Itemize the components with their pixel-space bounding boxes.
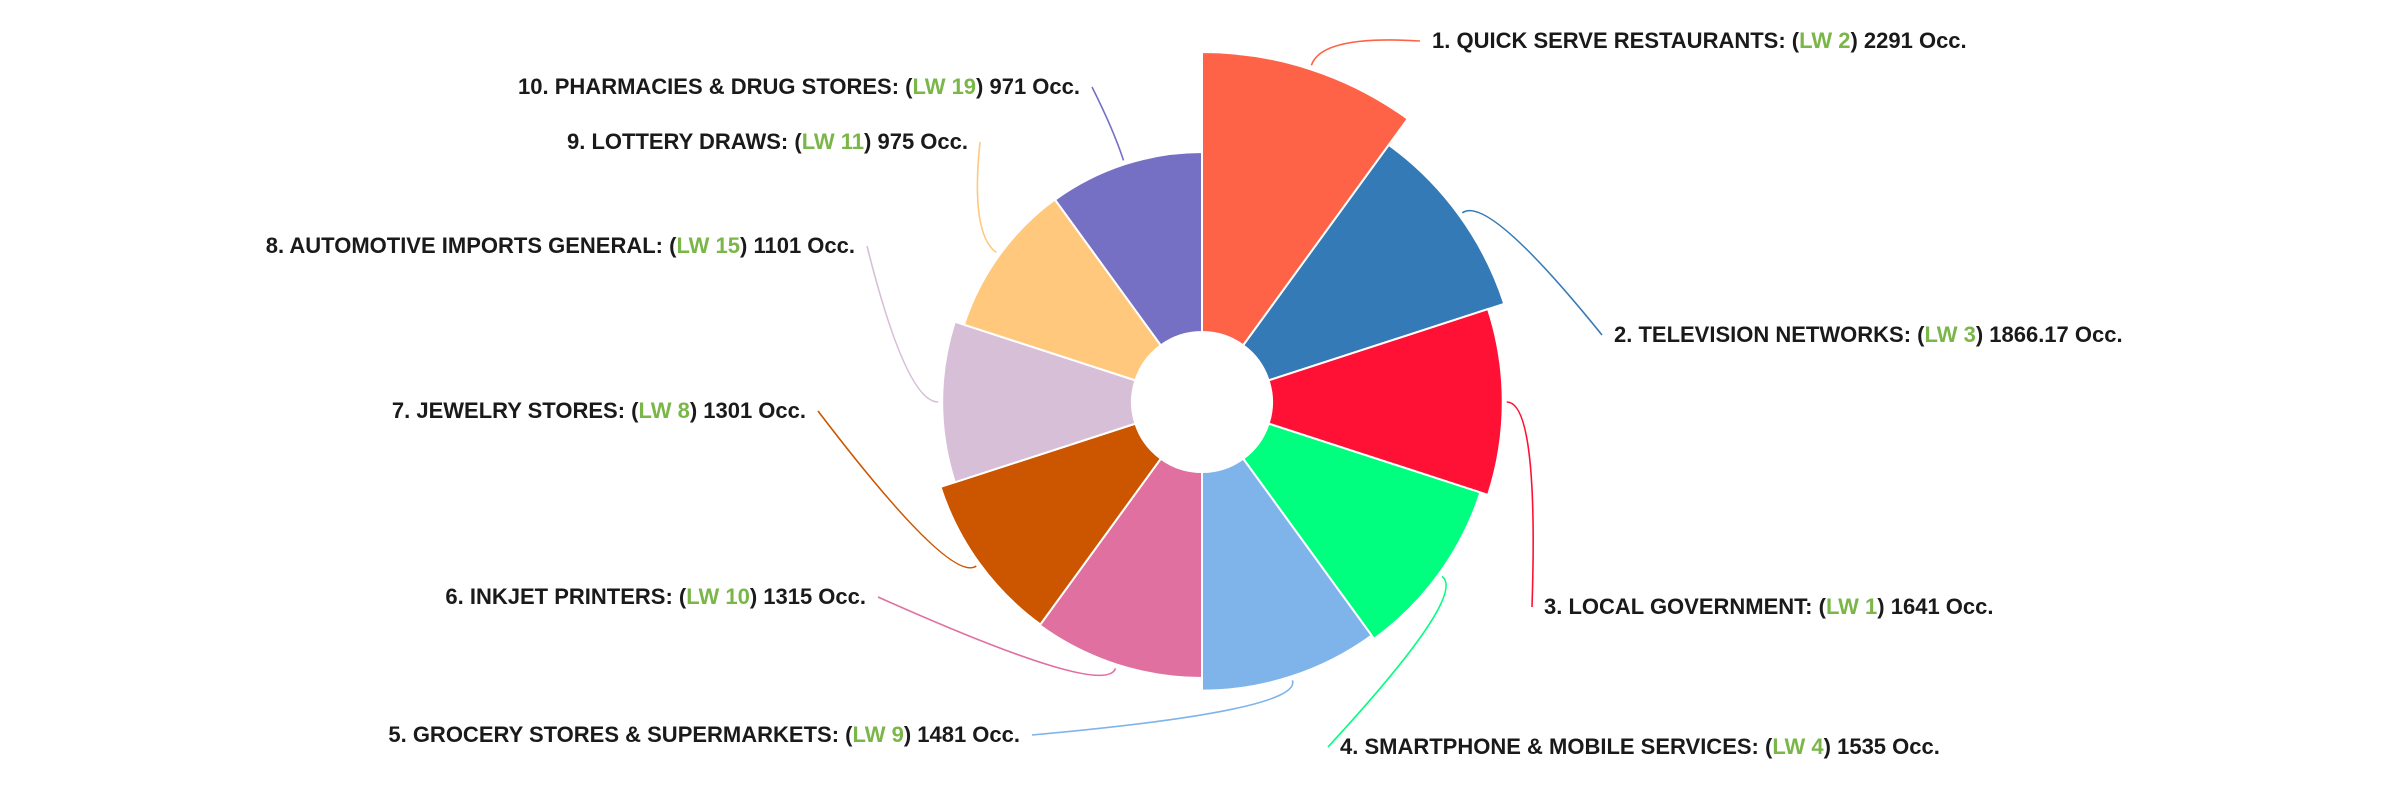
slice-label-2: 2. TELEVISION NETWORKS: (LW 3) 1866.17 O… bbox=[1614, 322, 2123, 347]
pie-slice-5[interactable] bbox=[1201, 457, 1374, 692]
slice-label-lw-rank: LW 19 bbox=[912, 74, 976, 99]
pie-slice-10[interactable] bbox=[1053, 150, 1203, 347]
slice-label-value: ) 1866.17 Occ. bbox=[1976, 322, 2123, 347]
slice-label-6: 6. INKJET PRINTERS: (LW 10) 1315 Occ. bbox=[445, 584, 866, 609]
slice-label-lw-rank: LW 10 bbox=[686, 584, 750, 609]
leader-line-9 bbox=[976, 141, 997, 254]
slice-label-name: 10. PHARMACIES & DRUG STORES: ( bbox=[518, 74, 913, 99]
slice-label-8: 8. AUTOMOTIVE IMPORTS GENERAL: (LW 15) 1… bbox=[266, 233, 855, 258]
slice-label-lw-rank: LW 1 bbox=[1826, 594, 1877, 619]
slice-label-lw-rank: LW 15 bbox=[676, 233, 740, 258]
slice-label-1: 1. QUICK SERVE RESTAURANTS: (LW 2) 2291 … bbox=[1432, 28, 1967, 53]
pie-slice-2[interactable] bbox=[1241, 143, 1506, 382]
slice-label-3: 3. LOCAL GOVERNMENT: (LW 1) 1641 Occ. bbox=[1544, 594, 1993, 619]
slice-label-lw-rank: LW 3 bbox=[1924, 322, 1975, 347]
pie-slice-8[interactable] bbox=[941, 320, 1137, 484]
leader-line-1 bbox=[1310, 39, 1421, 66]
slice-label-lw-rank: LW 2 bbox=[1799, 28, 1850, 53]
slice-label-7: 7. JEWELRY STORES: (LW 8) 1301 Occ. bbox=[392, 398, 806, 423]
slice-label-name: 2. TELEVISION NETWORKS: ( bbox=[1614, 322, 1925, 347]
leader-line-3 bbox=[1506, 401, 1534, 608]
slice-label-value: ) 2291 Occ. bbox=[1850, 28, 1966, 53]
leader-line-10 bbox=[1091, 86, 1125, 161]
slice-label-name: 3. LOCAL GOVERNMENT: ( bbox=[1544, 594, 1827, 619]
slice-label-value: ) 1315 Occ. bbox=[750, 584, 866, 609]
slice-label-lw-rank: LW 8 bbox=[638, 398, 689, 423]
slice-label-4: 4. SMARTPHONE & MOBILE SERVICES: (LW 4) … bbox=[1340, 734, 1940, 759]
slice-label-lw-rank: LW 11 bbox=[802, 129, 864, 154]
leader-lines bbox=[817, 39, 1603, 748]
slice-label-9: 9. LOTTERY DRAWS: (LW 11) 975 Occ. bbox=[567, 129, 968, 154]
slice-label-name: 1. QUICK SERVE RESTAURANTS: ( bbox=[1432, 28, 1800, 53]
pie-slice-3[interactable] bbox=[1267, 307, 1504, 497]
slice-label-value: ) 1101 Occ. bbox=[740, 233, 855, 258]
slice-label-name: 9. LOTTERY DRAWS: ( bbox=[567, 129, 802, 154]
slice-label-name: 6. INKJET PRINTERS: ( bbox=[445, 584, 686, 609]
slice-label-value: ) 1535 Occ. bbox=[1824, 734, 1940, 759]
leader-line-2 bbox=[1461, 209, 1603, 336]
slice-label-value: ) 1481 Occ. bbox=[904, 722, 1020, 747]
leader-line-6 bbox=[877, 596, 1117, 677]
slice-label-value: ) 1641 Occ. bbox=[1877, 594, 1993, 619]
leader-line-7 bbox=[817, 410, 977, 569]
slice-label-name: 8. AUTOMOTIVE IMPORTS GENERAL: ( bbox=[266, 233, 677, 258]
leader-line-8 bbox=[866, 245, 939, 403]
leader-line-5 bbox=[1031, 680, 1294, 736]
pie-slice-4[interactable] bbox=[1241, 422, 1482, 641]
leader-line-4 bbox=[1327, 575, 1447, 748]
pie-slice-1[interactable] bbox=[1201, 50, 1410, 347]
slice-label-lw-rank: LW 9 bbox=[852, 722, 903, 747]
slice-label-name: 5. GROCERY STORES & SUPERMARKETS: ( bbox=[388, 722, 853, 747]
slices bbox=[939, 50, 1506, 692]
slice-label-lw-rank: LW 4 bbox=[1772, 734, 1824, 759]
slice-label-value: ) 971 Occ. bbox=[976, 74, 1080, 99]
slice-label-5: 5. GROCERY STORES & SUPERMARKETS: (LW 9)… bbox=[388, 722, 1020, 747]
slice-label-name: 7. JEWELRY STORES: ( bbox=[392, 398, 639, 423]
slice-label-value: ) 1301 Occ. bbox=[690, 398, 806, 423]
slice-label-value: ) 975 Occ. bbox=[864, 129, 968, 154]
slice-labels: 1. QUICK SERVE RESTAURANTS: (LW 2) 2291 … bbox=[266, 28, 2123, 759]
slice-label-name: 4. SMARTPHONE & MOBILE SERVICES: ( bbox=[1340, 734, 1773, 759]
pie-slice-7[interactable] bbox=[939, 422, 1163, 626]
pie-slice-6[interactable] bbox=[1038, 457, 1203, 680]
slice-label-10: 10. PHARMACIES & DRUG STORES: (LW 19) 97… bbox=[518, 74, 1080, 99]
pie-slice-9[interactable] bbox=[962, 198, 1163, 382]
